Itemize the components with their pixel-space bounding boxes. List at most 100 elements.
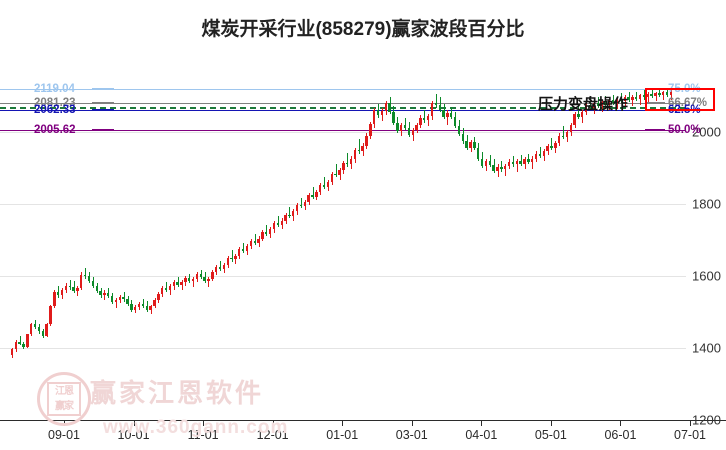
candle-wick [436,93,437,108]
candle-body [642,95,646,98]
candle-body [164,288,168,290]
candle-body [573,114,576,125]
candle-wick [324,176,325,189]
candle-body [399,124,403,131]
candle-body [588,105,592,108]
x-axis-tick-label: 04-01 [465,428,498,442]
candle-wick [104,290,105,301]
candle-wick [632,95,633,107]
candle-body [161,288,164,294]
watermark-seal-inner: 江恩 赢家 [47,382,81,416]
candle-body [469,142,472,148]
candle-body [662,92,665,96]
y-axis-tick-label: 1200 [692,412,721,428]
candle-body [56,291,60,295]
candle-body [203,276,206,282]
candle-body [577,114,580,117]
candle-body [30,324,33,335]
candle-wick [551,137,552,150]
seal-line-1: 江恩 [55,386,74,397]
fib-price-label: 2081.23 [34,96,76,109]
candle-wick [578,106,579,120]
candle-body [523,159,526,164]
fib-label-dash-right [645,128,665,131]
candle-body [307,195,310,202]
candle-body [118,296,122,300]
candle-body [134,306,137,310]
candle-wick [243,242,244,253]
x-axis-tick-label: 10-01 [117,428,150,442]
candle-body [373,110,376,125]
candle-wick [598,97,599,109]
candle-wick [220,260,221,271]
candle-body [241,249,245,251]
x-axis-tick-label: 12-01 [256,428,289,442]
fib-label-dash-left [92,128,114,131]
candle-body [392,111,395,123]
candle-wick [656,91,657,102]
candle-wick [278,216,279,228]
candle-wick [313,187,314,199]
candle-body [64,286,68,291]
candle-body [149,306,152,310]
candle-body [199,273,202,277]
candle-wick [193,276,194,287]
fib-price-label: 2119.04 [34,83,75,96]
candle-body [80,274,83,289]
candle-body [654,93,657,96]
candle-body [130,304,133,310]
candle-body [338,170,341,176]
x-axis-tick-mark [550,421,552,426]
candle-body [465,141,468,148]
candle-body [315,191,318,197]
grid-line [0,132,686,133]
candle-wick [208,276,209,287]
candle-body [604,101,607,105]
candle-wick [501,160,502,172]
candle-body [627,97,630,101]
candle-body [349,159,353,165]
candle-body [554,142,557,148]
watermark-seal-icon: 江恩 赢家 [37,372,91,426]
candle-body [496,166,499,171]
candle-wick [70,279,71,290]
candle-body [615,98,619,104]
candle-body [600,101,603,107]
candle-body [72,286,75,292]
candle-body [557,135,561,143]
candle-body [353,150,357,160]
candle-wick [289,206,290,219]
candle-wick [648,92,649,103]
x-axis-tick-mark [620,421,622,426]
candle-wick [182,280,183,290]
candle-body [157,294,160,300]
fib-label-dash-left [92,88,114,91]
candle-body [322,185,326,187]
candle-wick [359,139,360,154]
candle-body [91,281,95,287]
candle-wick [77,286,78,297]
y-axis-tick-label: 1600 [692,268,721,284]
candle-wick [513,155,514,167]
candle-wick [663,90,664,101]
candle-body [357,150,360,152]
candle-wick [640,93,641,105]
candle-body [477,147,480,159]
candle-wick [528,153,529,165]
candle-body [450,113,453,117]
candle-body [484,160,488,166]
candle-body [608,100,611,105]
x-axis-tick-mark [481,421,483,426]
candle-body [180,282,183,285]
candle-body [14,341,17,350]
fib-level-line [0,102,686,104]
fib-label-dash-left [92,108,114,111]
candle-wick [517,158,518,172]
candle-body [638,95,642,99]
fib-price-label: 2062.33 [34,103,76,116]
candle-body [76,288,79,292]
candle-body [388,103,391,112]
candle-body [403,124,407,128]
candle-wick [629,92,630,103]
candle-body [658,93,661,96]
